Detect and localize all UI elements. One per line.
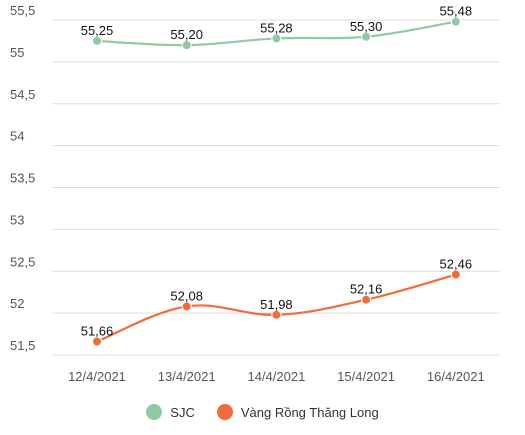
x-tick-label: 15/4/2021 <box>337 369 395 384</box>
data-label: 51,66 <box>81 324 114 339</box>
x-tick-label: 13/4/2021 <box>158 369 216 384</box>
y-tick-label: 52 <box>10 296 24 311</box>
legend-label-sjc: SJC <box>170 404 195 420</box>
y-tick-label: 55 <box>10 45 24 60</box>
series-vang-rong-thang-long: 51,66 52,08 51,98 52,16 52,46 <box>81 257 472 347</box>
y-tick-label: 54 <box>10 129 24 144</box>
legend-item-sjc[interactable]: SJC <box>146 404 195 420</box>
grid-lines <box>52 19 500 356</box>
data-point[interactable] <box>92 35 102 46</box>
legend-swatch-sjc <box>146 404 163 420</box>
data-label: 55,30 <box>350 19 383 34</box>
data-point[interactable] <box>361 294 372 305</box>
series-sjc: 55,25 55,20 55,28 55,30 55,48 <box>81 4 473 51</box>
y-axis-ticks: 51,5 52 52,5 53 53,5 54 54,5 55 55,5 <box>10 3 35 353</box>
y-tick-label: 55,5 <box>10 3 35 18</box>
legend: SJC Vàng Rồng Thăng Long <box>0 398 525 426</box>
data-label: 52,08 <box>170 288 203 303</box>
legend-swatch-vang-rong-thang-long <box>216 404 233 420</box>
data-label: 51,98 <box>260 297 293 312</box>
y-tick-label: 53,5 <box>10 171 35 186</box>
x-tick-label: 12/4/2021 <box>68 369 126 384</box>
x-axis-ticks: 12/4/2021 13/4/2021 14/4/2021 15/4/2021 16/4… <box>68 369 485 384</box>
y-tick-label: 51,5 <box>10 338 35 353</box>
legend-label-vang-rong-thang-long: Vàng Rồng Thăng Long <box>240 404 379 420</box>
series-layer: 55,25 55,20 55,28 55,30 55,48 51,66 52,08 51,98… <box>81 4 473 347</box>
data-label: 55,48 <box>440 4 473 19</box>
y-tick-label: 54,5 <box>10 87 35 102</box>
x-tick-label: 14/4/2021 <box>247 369 305 384</box>
y-tick-label: 52,5 <box>10 254 35 269</box>
data-label: 52,46 <box>440 257 473 272</box>
data-label: 55,25 <box>81 23 114 38</box>
data-point[interactable] <box>181 301 192 312</box>
data-point[interactable] <box>271 309 282 320</box>
data-label: 52,16 <box>350 282 383 297</box>
data-point[interactable] <box>361 31 372 42</box>
data-label: 55,28 <box>260 20 293 35</box>
legend-item-vang-rong-thang-long[interactable]: Vàng Rồng Thăng Long <box>216 404 379 420</box>
data-label: 55,20 <box>170 27 203 42</box>
data-point[interactable] <box>450 269 461 280</box>
data-point[interactable] <box>450 16 461 27</box>
data-point[interactable] <box>92 336 102 347</box>
data-point[interactable] <box>181 40 192 51</box>
y-tick-label: 53 <box>10 212 24 227</box>
x-tick-label: 16/4/2021 <box>427 369 485 384</box>
data-point[interactable] <box>271 33 282 44</box>
line-chart: 51,5 52 52,5 53 53,5 54 54,5 55 55,5 12/4/2021 13… <box>10 3 500 384</box>
